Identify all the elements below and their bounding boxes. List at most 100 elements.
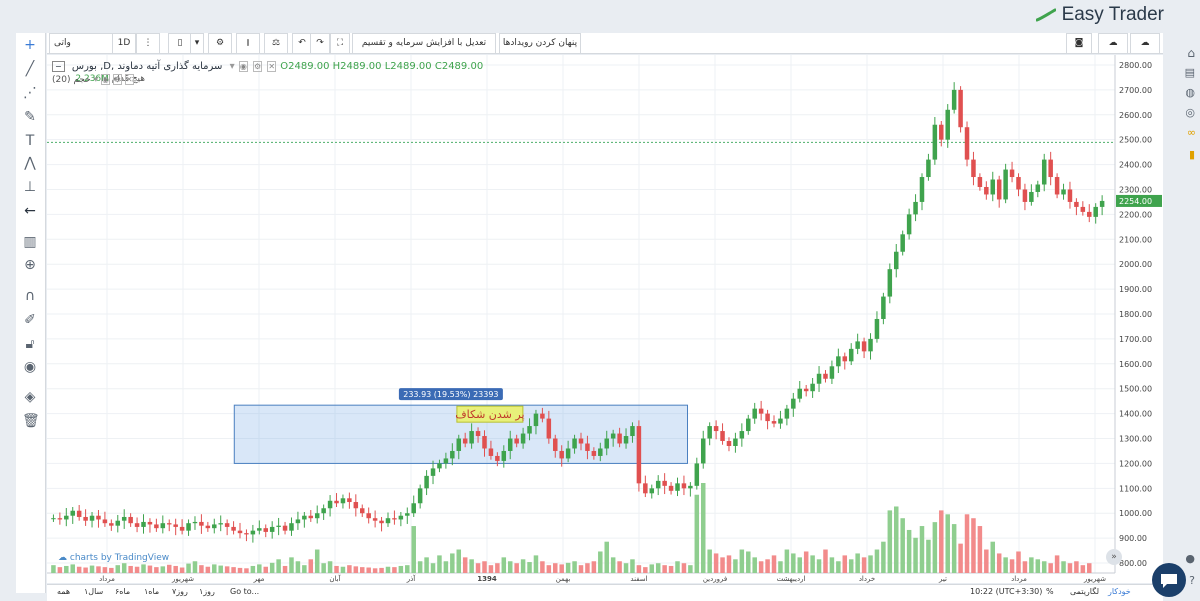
zoom-icon[interactable]: ⊕ [24, 257, 36, 273]
brand-logo[interactable]: Easy Trader [1035, 4, 1164, 26]
candle-body [810, 383, 815, 392]
hide-icon[interactable]: ◉ [101, 74, 110, 85]
chart-area[interactable]: 800.00 900.00 1000.00 1100.00 1200.00 1300.00… [47, 55, 1163, 583]
close-icon[interactable]: ✕ [124, 74, 134, 85]
y-tick-label: 1400.00 [1119, 410, 1152, 419]
volume-bar [334, 565, 339, 573]
globe-icon[interactable]: ◎ [1185, 106, 1195, 119]
y-tick-label: 2200.00 [1119, 210, 1152, 219]
crosshair-icon[interactable]: + [24, 37, 36, 53]
text-tool-icon[interactable]: T [25, 133, 35, 149]
fullscreen-icon[interactable]: ⛶ [330, 33, 350, 54]
measure-icon[interactable]: ⊥ [23, 179, 37, 195]
chevron-down-icon[interactable]: ▾ [190, 33, 204, 54]
alerts-icon[interactable]: ◍ [1185, 86, 1195, 99]
range-7d-button[interactable]: ۷روز [172, 587, 188, 596]
price-chart[interactable]: 800.00 900.00 1000.00 1100.00 1200.00 1300.00… [47, 55, 1163, 583]
volume-bar [450, 553, 455, 573]
settings-gear-icon[interactable]: ⚙ [208, 33, 232, 54]
measure-label: 233.93 (19.53%) 23393 [403, 390, 498, 399]
candle-body [205, 525, 211, 529]
compare-icon[interactable]: ⫾ [236, 33, 260, 54]
goto-date-button[interactable]: Go to... [230, 587, 260, 596]
volume-bar [1029, 557, 1034, 573]
legend-title: بورس ,D, سرمایه گذاری آتیه دماوند [71, 61, 223, 72]
tradingview-watermark[interactable]: ☁ charts by TradingView [58, 553, 169, 563]
chevron-down-icon[interactable]: ▾ [93, 75, 99, 85]
magnet-icon[interactable]: ∩ [24, 288, 36, 304]
symbol-search-input[interactable]: واتی [49, 33, 115, 54]
undo-icon[interactable]: ↶ [292, 33, 312, 54]
volume-bar [147, 565, 153, 573]
percent-toggle[interactable]: % [1046, 587, 1054, 596]
volume-bar [115, 565, 121, 573]
glasses-icon[interactable]: ∞ [1186, 126, 1196, 139]
news-icon[interactable]: ▤ [1184, 66, 1195, 79]
candle-body [160, 523, 166, 529]
more-intervals-icon[interactable]: ⋮ [136, 33, 160, 54]
volume-bar [340, 566, 346, 573]
chat-button[interactable] [1152, 563, 1186, 597]
cloud-save-icon[interactable]: ☁ [1130, 33, 1160, 54]
candle-style-icon[interactable]: ▯ [168, 33, 192, 54]
volume-bar [887, 510, 893, 573]
interval-button[interactable]: 1D [112, 33, 136, 54]
pencil-lock-icon[interactable]: ✐ [24, 312, 36, 328]
collapse-icon[interactable]: − [52, 61, 65, 72]
volume-bar [327, 561, 333, 573]
cloud-load-icon[interactable]: ☁ [1098, 33, 1128, 54]
trend-line-icon[interactable]: ╱ [25, 61, 35, 77]
adjust-dividends-button[interactable]: تعدیل با افزایش سرمایه و تقسیم سود نقدی [352, 33, 496, 67]
drawing-toolbar [16, 33, 46, 593]
redo-icon[interactable]: ↷ [310, 33, 330, 54]
volume-bar [958, 543, 963, 573]
log-toggle[interactable]: لگاریتمی [1070, 587, 1100, 596]
candle-body [437, 463, 442, 469]
candle-body [520, 433, 526, 444]
range-all-button[interactable]: همه [57, 587, 71, 596]
layers-icon[interactable]: ◈ [24, 389, 36, 405]
volume-bar [694, 494, 700, 573]
range-6m-button[interactable]: ۶ماه [115, 587, 131, 596]
pitchfork-icon[interactable]: ⋰ [23, 85, 37, 101]
timezone-label[interactable]: 10:22 (UTC+3:30) [970, 587, 1043, 596]
eye-icon[interactable]: ◉ [23, 359, 37, 375]
home-icon[interactable]: ⌂ [1187, 46, 1195, 60]
hide-icon[interactable]: ◉ [238, 61, 248, 72]
volume-bar [179, 567, 185, 573]
close-icon[interactable]: ✕ [267, 61, 277, 72]
candle-body [257, 528, 262, 531]
trash-icon[interactable]: 🗑︎ [22, 413, 40, 429]
scroll-to-realtime-button[interactable]: » [1106, 549, 1122, 565]
candle-body [572, 438, 577, 449]
hide-events-button[interactable]: پنهان کردن رویدادها ◉ [499, 33, 581, 67]
range-1y-button[interactable]: ۱سال [84, 587, 104, 596]
settings-icon[interactable]: ⚙ [112, 74, 123, 85]
brush-icon[interactable]: ✎ [24, 109, 36, 125]
chevron-down-icon[interactable]: ▾ [229, 61, 235, 72]
bar-chart-icon[interactable]: ▮ [1188, 148, 1195, 161]
candle-body [231, 526, 236, 531]
candle-body [996, 179, 1002, 200]
candle-body [649, 488, 655, 494]
indicators-icon[interactable]: ▥ [23, 234, 37, 250]
volume-bar [199, 565, 204, 573]
pattern-icon[interactable]: ⋀ [24, 155, 36, 171]
balance-icon[interactable]: ⚖ [264, 33, 288, 54]
candle-body [617, 433, 622, 444]
camera-icon[interactable]: ◙ [1066, 33, 1092, 54]
settings-icon[interactable]: ⚙ [252, 61, 263, 72]
back-arrow-icon[interactable]: ← [24, 203, 36, 219]
chat-small-icon[interactable]: ● [1185, 552, 1195, 565]
auto-scale-toggle[interactable]: خودکار [1108, 587, 1131, 596]
lock-icon[interactable]: 🔓︎ [25, 336, 35, 352]
range-1d-button[interactable]: ۱روز [199, 587, 215, 596]
candle-body [1035, 184, 1041, 192]
volume-bar [205, 566, 211, 573]
candle-body [1016, 177, 1021, 190]
help-icon[interactable]: ? [1189, 574, 1195, 587]
volume-bar [861, 557, 867, 573]
range-1m-button[interactable]: ۱ماه [144, 587, 160, 596]
volume-bar [630, 559, 635, 573]
volume-bar [990, 541, 996, 573]
